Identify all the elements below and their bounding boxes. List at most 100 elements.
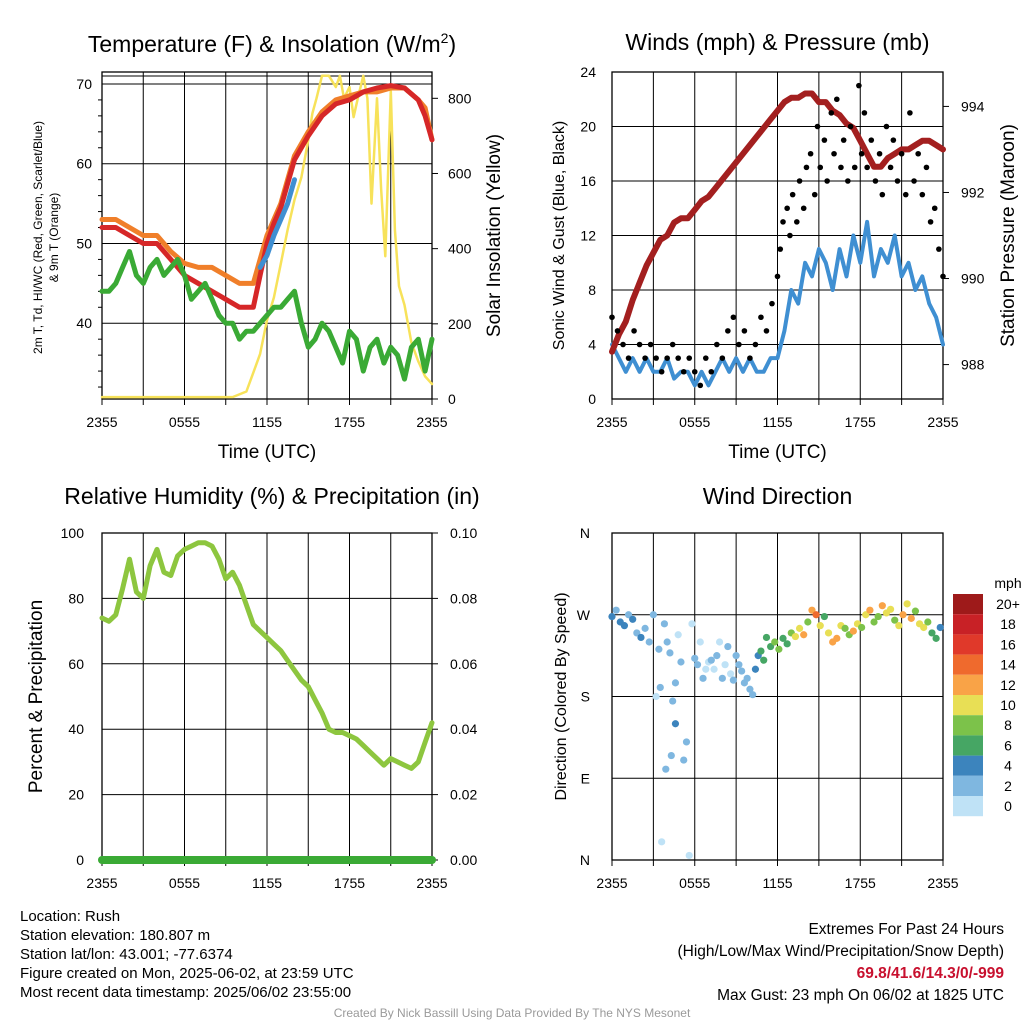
extremes-values: 69.8/41.6/14.3/0/-999 [856, 965, 1004, 982]
gust-point [609, 314, 615, 321]
gust-point [796, 178, 803, 184]
rh-x-tick-label: 1155 [252, 875, 282, 891]
colorbar-label: 0 [1004, 798, 1012, 814]
direction-point [833, 634, 841, 642]
wdir-y-tick-label: E [581, 770, 590, 786]
rh-title: Relative Humidity (%) & Precipitation (i… [64, 483, 479, 509]
temp-x-tick-label: 1755 [334, 414, 365, 430]
gust-point [730, 314, 737, 321]
temp-y-tick-label: 40 [76, 315, 92, 331]
direction-point [891, 616, 899, 624]
wind-y-tick-label: 24 [580, 64, 596, 80]
temp-right-tick-label: 0 [448, 391, 456, 407]
colorbar-swatch [953, 614, 983, 635]
gust-point [714, 341, 720, 348]
created-text: Figure created on Mon, 2025-06-02, at 23… [20, 965, 354, 982]
direction-point [911, 607, 920, 615]
rh-right-tick-label: 0.02 [450, 787, 477, 803]
series-line-pressure [609, 90, 946, 355]
direction-point [718, 674, 726, 682]
direction-point [886, 605, 895, 613]
rh-y-tick-label: 100 [61, 525, 85, 541]
direction-point [841, 624, 849, 632]
gust-point [831, 150, 837, 157]
wdir-y-tick-label: S [581, 689, 590, 705]
wind-title: Winds (mph) & Pressure (mb) [625, 29, 929, 55]
wdir-y-tick-label: N [580, 525, 590, 541]
station-info: Location: Rush Station elevation: 180.80… [20, 907, 354, 1002]
gust-point [834, 96, 840, 103]
wind-y-tick-label: 4 [588, 337, 596, 353]
latlon-text: Station lat/lon: 43.001; -77.6374 [20, 946, 233, 963]
gust-point [824, 178, 830, 184]
wdir-title: Wind Direction [703, 483, 853, 509]
gust-point [800, 205, 807, 212]
direction-point [735, 661, 743, 669]
wdir-y-tick-label: W [577, 607, 591, 623]
temp-x-tick-label: 1155 [252, 414, 282, 430]
direction-point [652, 692, 660, 701]
temp-y-tick-label: 50 [76, 235, 92, 251]
gust-point [680, 368, 687, 375]
gust-point [876, 150, 883, 157]
direction-point [903, 600, 911, 608]
rh-plot [98, 532, 438, 866]
wind-x-tick-label: 1755 [845, 414, 876, 430]
colorbar-swatch [953, 654, 983, 675]
rh-right-tick-label: 0.06 [450, 656, 477, 672]
direction-point [812, 611, 820, 619]
gust-point [741, 328, 748, 334]
direction-point [936, 623, 944, 632]
series-line-green [99, 249, 435, 382]
direction-point [791, 632, 800, 641]
wind-y-tick-label: 20 [580, 119, 596, 135]
direction-point [707, 656, 715, 664]
gust-point [708, 368, 715, 375]
gust-point [807, 150, 814, 157]
direction-point [928, 629, 936, 637]
direction-point [633, 629, 641, 637]
direction-point [682, 738, 691, 746]
direction-point [699, 674, 707, 682]
gust-point [769, 300, 775, 307]
gust-point [861, 110, 868, 116]
temp-x-tick-label: 0555 [169, 414, 200, 430]
gust-point [631, 328, 637, 334]
direction-point [783, 640, 791, 648]
temp-right-tick-label: 400 [448, 241, 472, 257]
colorbar-label: 18 [1000, 616, 1016, 632]
rh-right-tick-label: 0.00 [450, 852, 477, 868]
wind-right-tick-label: 994 [961, 98, 985, 114]
direction-point [677, 658, 685, 666]
max-gust-text: Max Gust: 23 mph On 06/02 at 1825 UTC [717, 987, 1004, 1004]
temp-y-tick-label: 60 [76, 156, 92, 172]
gust-point [794, 219, 800, 225]
wdir-x-tick-label: 1755 [845, 875, 876, 891]
gust-point [890, 137, 897, 143]
gust-point [642, 355, 648, 361]
direction-point [624, 611, 633, 619]
temp-x-axis-label: Time (UTC) [218, 442, 317, 463]
direction-point [685, 851, 693, 860]
temp-right-tick-label: 600 [448, 165, 472, 181]
colorbar-label: 20+ [996, 596, 1020, 612]
gust-point [777, 246, 784, 252]
colorbar-swatch [953, 674, 983, 695]
gust-point [686, 355, 693, 361]
direction-point [727, 670, 735, 678]
direction-point [674, 631, 682, 639]
direction-point [641, 624, 649, 632]
direction-point [669, 697, 677, 705]
colorbar-swatch [953, 695, 983, 716]
credit-text: Created By Nick Bassill Using Data Provi… [333, 1006, 691, 1020]
direction-point [878, 602, 886, 610]
colorbar-label: 14 [1000, 657, 1016, 673]
direction-point [721, 661, 729, 669]
temp-frame [101, 71, 433, 400]
gust-point [838, 164, 844, 171]
direction-point [924, 618, 932, 626]
gust-point [911, 178, 917, 184]
direction-point [715, 638, 724, 646]
gust-point [747, 355, 753, 361]
gust-point [614, 328, 621, 334]
